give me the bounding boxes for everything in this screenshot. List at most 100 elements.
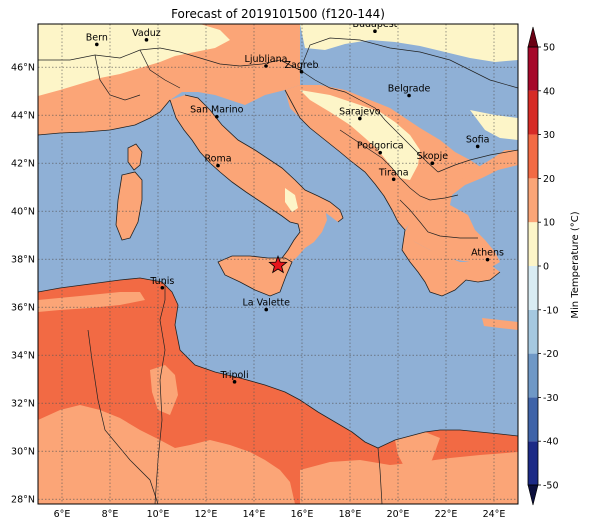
colorbar-band: [528, 353, 538, 398]
colorbar-band: [528, 266, 538, 310]
city-sofia: Sofia: [466, 134, 490, 149]
colorbar-tick-label: -20: [543, 349, 559, 360]
city-sarajevo: Sarajevo: [339, 107, 381, 121]
land-greece: [402, 230, 500, 296]
colorbar-tick-label: -50: [543, 481, 559, 492]
colorbar-tick-label: 40: [543, 86, 555, 97]
city-label: Sofia: [466, 134, 490, 145]
city-tirana: Tirana: [378, 167, 409, 182]
graticule: [38, 24, 518, 504]
lon-tick-label: 14°E: [243, 509, 266, 520]
city-label: Budapest: [352, 19, 397, 30]
land-north: [38, 24, 518, 268]
lat-tick-label: 32°N: [11, 399, 35, 410]
lat-tick-label: 40°N: [11, 207, 35, 218]
land-cool-apennine: [285, 188, 298, 212]
city-label: La Valette: [242, 298, 290, 309]
lon-tick-label: 20°E: [387, 509, 410, 520]
city-dot: [475, 144, 480, 149]
city-label: Skopje: [417, 151, 449, 162]
city-bern: Bern: [86, 32, 108, 47]
city-athens: Athens: [471, 248, 504, 262]
city-dot: [391, 177, 396, 182]
city-label: Belgrade: [388, 84, 431, 95]
city-dot: [358, 116, 362, 121]
city-tripoli: Tripoli: [220, 370, 249, 384]
city-dot: [95, 42, 99, 47]
land-africa-orange-east: [300, 452, 518, 504]
city-belgrade: Belgrade: [388, 84, 431, 98]
city-dot: [407, 93, 411, 98]
coastlines: [38, 89, 518, 449]
city-la-valette: La Valette: [242, 298, 290, 312]
map-frame: [37, 23, 519, 505]
colorbar-band: [528, 222, 538, 266]
lat-tick-label: 42°N: [11, 159, 35, 170]
city-label: Tirana: [378, 167, 409, 178]
lat-tick-label: 34°N: [11, 351, 35, 362]
city-roma: Roma: [204, 154, 232, 168]
city-label: Roma: [204, 154, 231, 165]
land-corsica: [128, 144, 142, 170]
city-zagreb: Zagreb: [285, 60, 319, 74]
city-ljubljana: Ljubljana: [245, 54, 288, 68]
land-balkans: [285, 85, 482, 230]
colorbar-band: [528, 441, 538, 485]
axis-ticks: 6°E 8°E 10°E 12°E 14°E 16°E 18°E 20°E 22°E 24°E 28…: [11, 63, 505, 520]
city-dot: [430, 161, 435, 165]
colorbar-tick-label: -10: [543, 305, 559, 316]
city-label: Bern: [86, 32, 108, 43]
lat-tick-label: 30°N: [11, 447, 35, 458]
lon-tick-label: 12°E: [195, 509, 218, 520]
lat-tick-label: 46°N: [11, 63, 35, 74]
city-dot: [373, 29, 377, 33]
land-africa-orange-west: [38, 405, 295, 504]
city-label: Vaduz: [132, 28, 161, 39]
city-budapest: Budapest: [352, 19, 398, 33]
land-cool-east: [470, 110, 518, 140]
colorbar-tick-label: -40: [543, 437, 559, 448]
colorbar-band: [528, 178, 538, 223]
lon-tick-label: 18°E: [339, 509, 362, 520]
land-italy: [170, 95, 327, 266]
city-dot: [232, 380, 237, 384]
lat-tick-label: 38°N: [11, 255, 35, 266]
colorbar-tick-label: 20: [543, 174, 555, 185]
city-dot: [378, 150, 383, 155]
lat-tick-label: 28°N: [11, 495, 35, 506]
colorbar-band: [528, 47, 538, 91]
lon-tick-label: 16°E: [291, 509, 314, 520]
city-skopje: Skopje: [417, 151, 449, 165]
city-label: Tunis: [149, 276, 174, 287]
land-cool-north: [300, 24, 518, 62]
lat-tick-label: 36°N: [11, 303, 35, 314]
city-label: Ljubljana: [245, 54, 288, 65]
colorbar-tick-label: -30: [543, 393, 559, 404]
colorbar-tick-label: 50: [543, 43, 555, 54]
city-dot: [216, 163, 220, 168]
colorbar-label: Min Temperature (°C): [570, 211, 581, 318]
colorbar-band: [528, 309, 538, 354]
colorbar-band: [528, 90, 538, 135]
city-vaduz: Vaduz: [132, 28, 161, 42]
forecast-point-marker: [268, 255, 288, 274]
city-dot: [144, 38, 149, 42]
city-label: Zagreb: [285, 60, 319, 71]
colorbar-over-arrow: [527, 26, 539, 48]
land-cool-alps: [38, 24, 230, 96]
city-dot: [264, 307, 269, 312]
lon-tick-label: 22°E: [435, 509, 458, 520]
land-africa-orange-coast: [38, 292, 145, 312]
star-icon: [268, 255, 288, 274]
lon-tick-label: 24°E: [483, 509, 506, 520]
land-aegean: [482, 318, 518, 330]
colorbar: -50 -40 -30 -20 -10 0 10 20 30 40 50: [527, 26, 559, 506]
city-label: San Marino: [190, 105, 243, 116]
colorbar-under-arrow: [527, 484, 539, 506]
lon-tick-label: 10°E: [147, 509, 170, 520]
colorbar-band: [528, 134, 538, 179]
colorbar-band: [528, 397, 538, 442]
